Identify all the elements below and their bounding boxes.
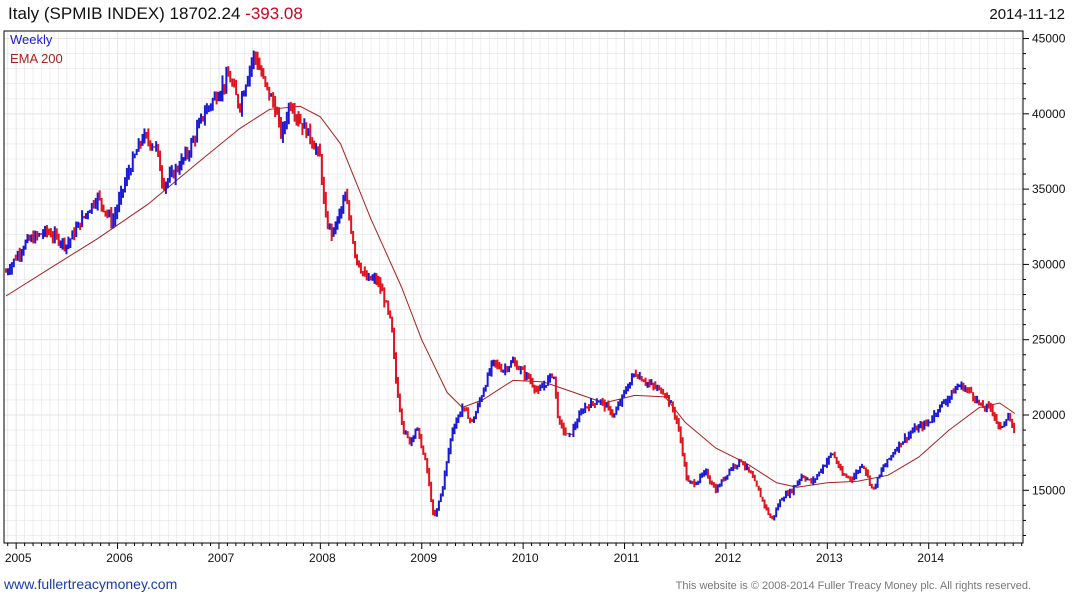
chart-header: Italy (SPMIB INDEX) 18702.24 -393.08 201… xyxy=(0,0,1075,30)
site-link[interactable]: www.fullertreacymoney.com xyxy=(4,576,178,592)
x-tick-label: 2005 xyxy=(5,551,32,565)
y-axis: 15000 20000 25000 30000 35000 40000 45000 xyxy=(1023,32,1066,536)
legend-weekly: Weekly xyxy=(10,32,53,47)
x-tick-label: 2007 xyxy=(208,551,235,565)
index-name: Italy (SPMIB INDEX) xyxy=(8,4,165,23)
y-tick-label: 30000 xyxy=(1032,257,1066,271)
x-tick-label: 2008 xyxy=(309,551,336,565)
last-price: 18702.24 xyxy=(169,4,241,23)
chart-title: Italy (SPMIB INDEX) 18702.24 -393.08 xyxy=(8,4,303,24)
x-tick-label: 2010 xyxy=(512,551,539,565)
plot-frame xyxy=(3,30,1024,544)
copyright-notice: This website is © 2008-2014 Fuller Treac… xyxy=(675,580,1031,592)
y-tick-label: 40000 xyxy=(1032,107,1066,121)
ohlc-bars xyxy=(5,50,1016,521)
grid-lines xyxy=(4,31,1023,543)
price-change: -393.08 xyxy=(245,4,303,23)
x-axis: 2005 2006 2007 2008 2009 2010 2011 2012 2013 2014 xyxy=(5,543,1023,565)
y-tick-label: 35000 xyxy=(1032,182,1066,196)
x-tick-label: 2012 xyxy=(715,551,742,565)
x-tick-label: 2013 xyxy=(816,551,843,565)
legend-ema: EMA 200 xyxy=(10,51,63,66)
x-tick-label: 2014 xyxy=(917,551,944,565)
y-tick-label: 25000 xyxy=(1032,333,1066,347)
chart-date: 2014-11-12 xyxy=(989,6,1065,23)
x-tick-label: 2006 xyxy=(106,551,133,565)
y-tick-label: 20000 xyxy=(1032,408,1066,422)
y-tick-label: 15000 xyxy=(1032,483,1066,497)
x-tick-label: 2009 xyxy=(410,551,437,565)
x-tick-label: 2011 xyxy=(614,551,640,565)
y-tick-label: 45000 xyxy=(1032,32,1066,46)
